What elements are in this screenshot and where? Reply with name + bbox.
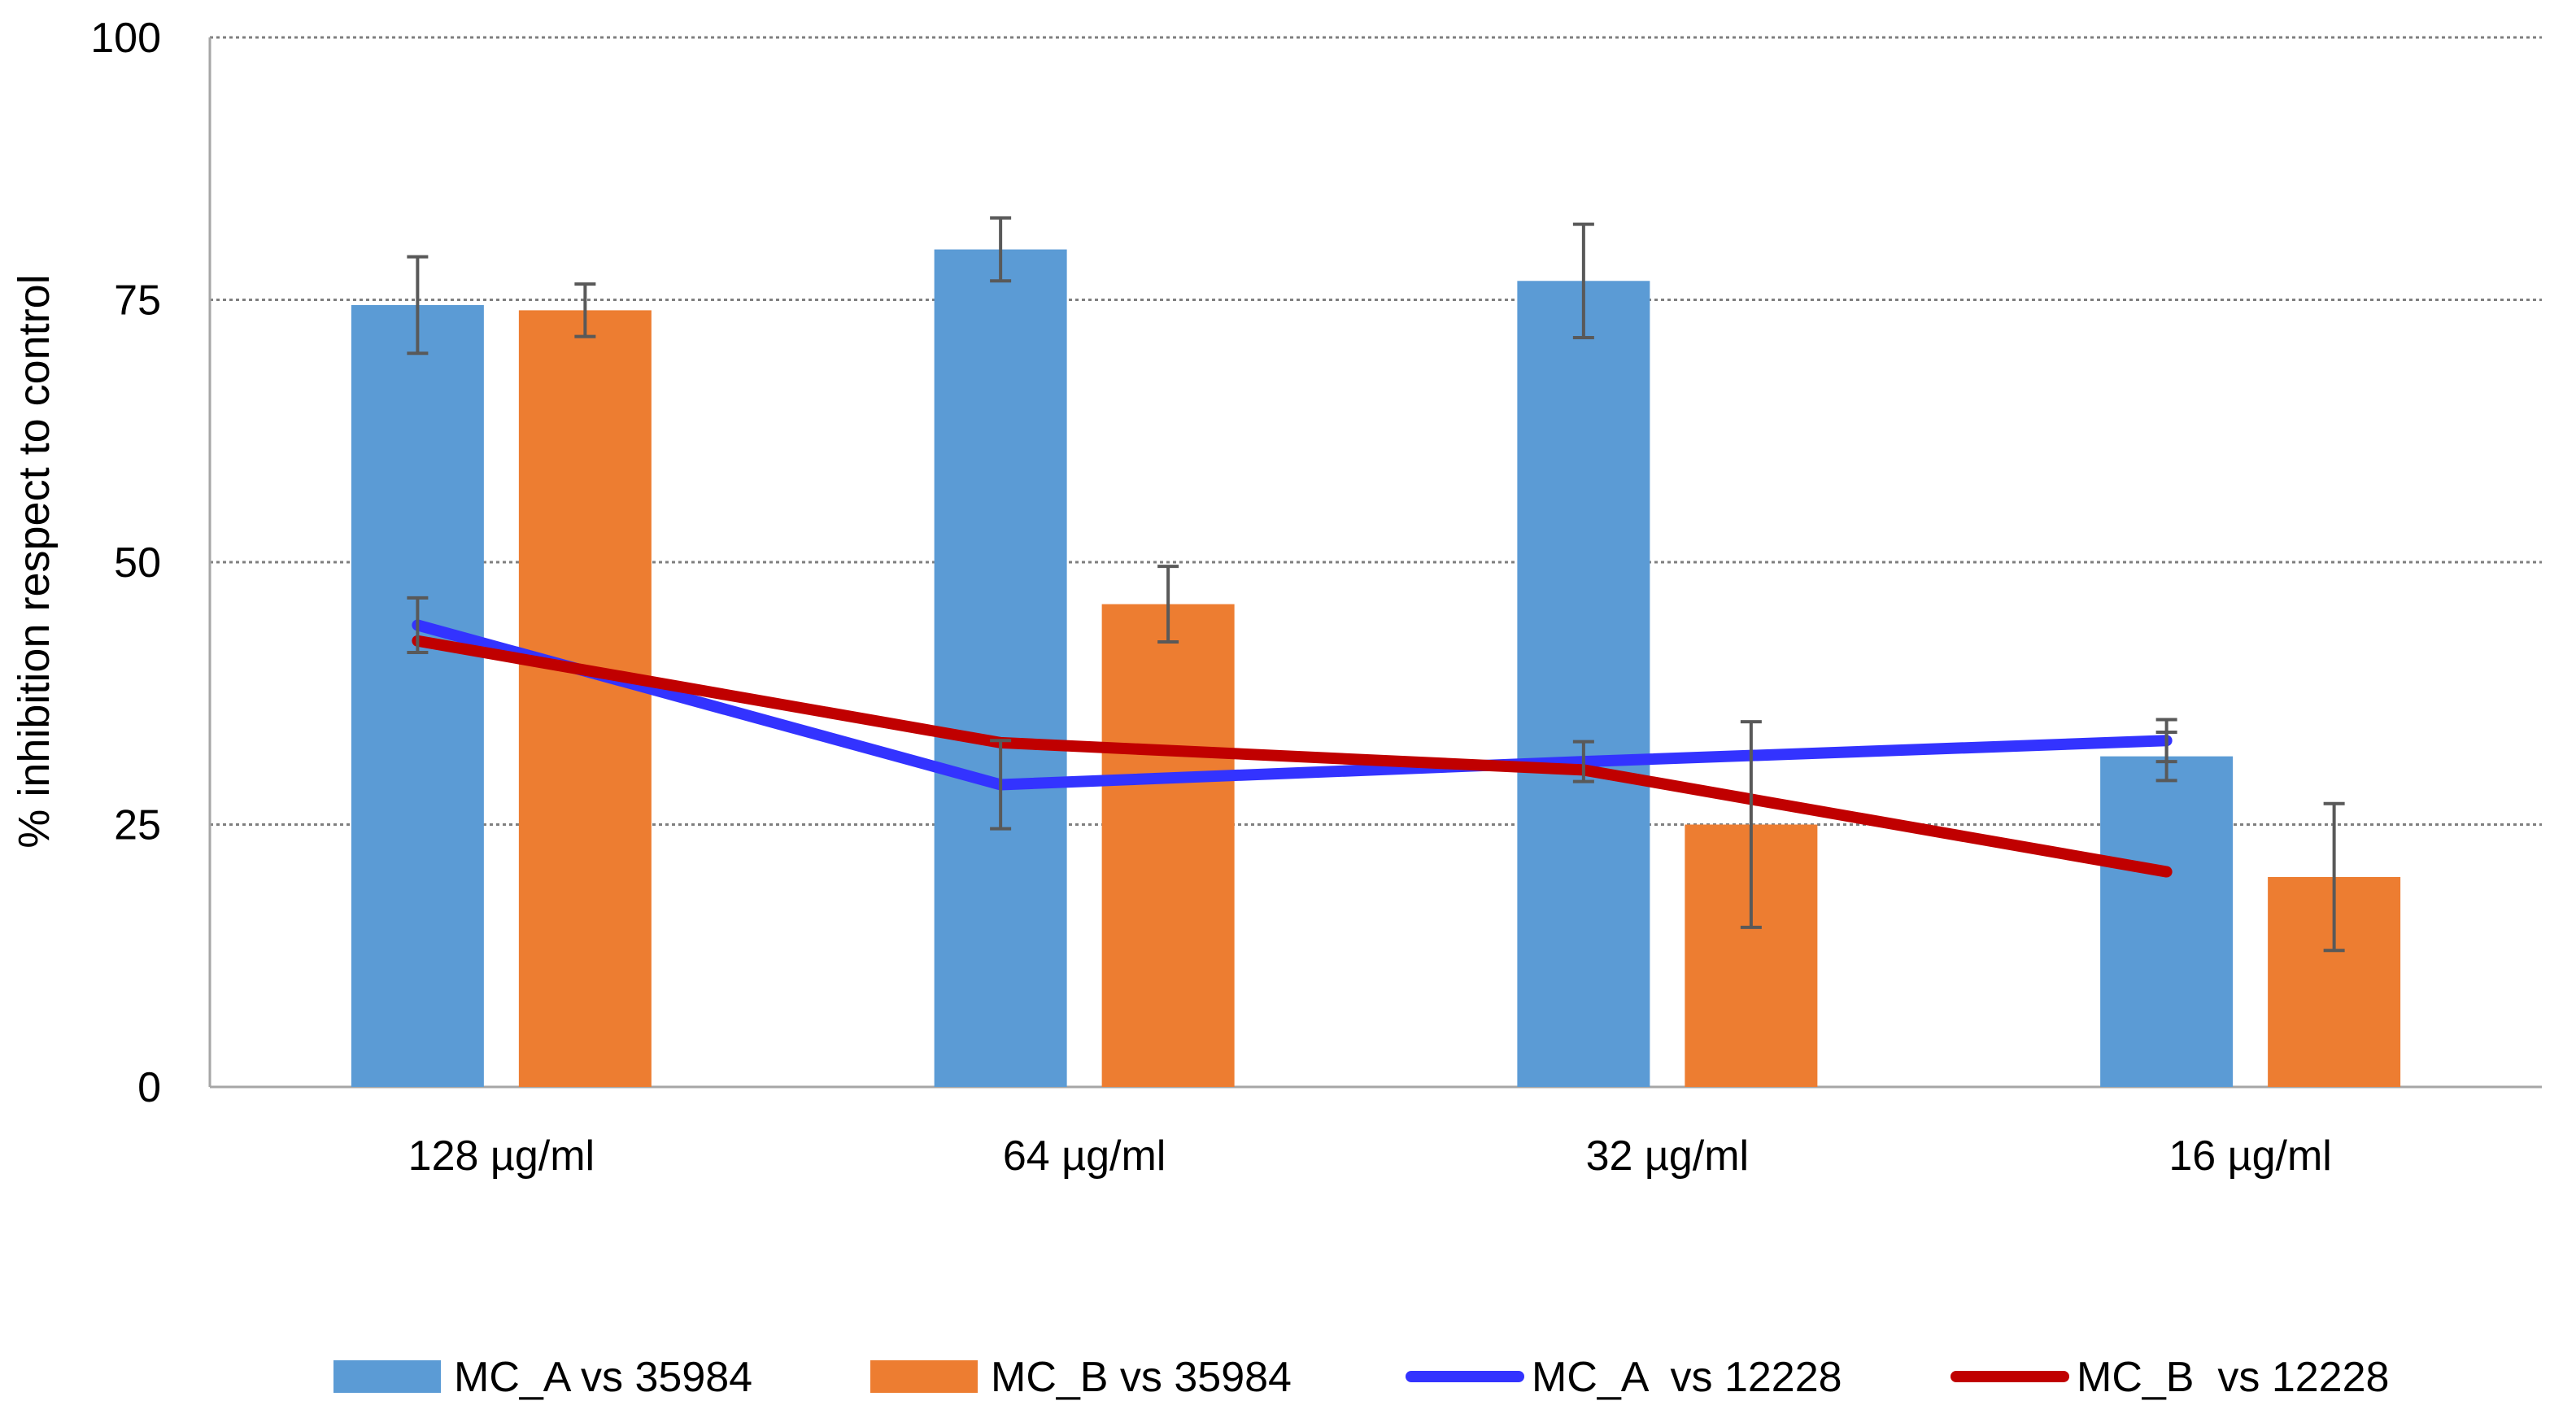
x-tick-labels: 128 µg/ml 64 µg/ml 32 µg/ml 16 µg/ml — [408, 1132, 2332, 1180]
x-tick-label: 128 µg/ml — [408, 1132, 595, 1180]
legend-label: MC_A vs 35984 — [454, 1354, 752, 1401]
bar — [2100, 756, 2234, 1087]
x-tick-label: 16 µg/ml — [2168, 1132, 2331, 1180]
x-tick-label: 64 µg/ml — [1003, 1132, 1166, 1180]
bars — [351, 249, 2401, 1088]
y-tick-label: 100 — [90, 15, 161, 62]
bar — [351, 304, 484, 1087]
legend-label: MC_A vs 12228 — [1532, 1354, 1842, 1401]
bar — [518, 310, 652, 1087]
bar — [1517, 281, 1650, 1087]
gridlines — [210, 36, 2542, 826]
y-tick-label: 0 — [137, 1064, 161, 1111]
error-bars — [407, 216, 2345, 953]
legend: MC_A vs 35984 MC_B vs 35984 MC_A vs 12228 M… — [333, 1354, 2389, 1401]
y-tick-label: 25 — [114, 802, 161, 849]
y-tick-label: 50 — [114, 539, 161, 587]
legend-swatch — [333, 1360, 441, 1393]
legend-label: MC_B vs 35984 — [991, 1354, 1292, 1401]
x-tick-label: 32 µg/ml — [1586, 1132, 1749, 1180]
y-axis-label: % inhibition respect to control — [10, 274, 59, 848]
series-line — [412, 635, 2173, 878]
lines — [412, 619, 2173, 878]
bar — [1101, 604, 1235, 1087]
bar — [934, 249, 1067, 1088]
y-tick-label: 75 — [114, 277, 161, 325]
series-line — [412, 619, 2173, 791]
legend-label: MC_B vs 12228 — [2077, 1354, 2389, 1401]
legend-swatch — [870, 1360, 978, 1393]
y-tick-labels: 0 25 50 75 100 — [90, 15, 161, 1111]
